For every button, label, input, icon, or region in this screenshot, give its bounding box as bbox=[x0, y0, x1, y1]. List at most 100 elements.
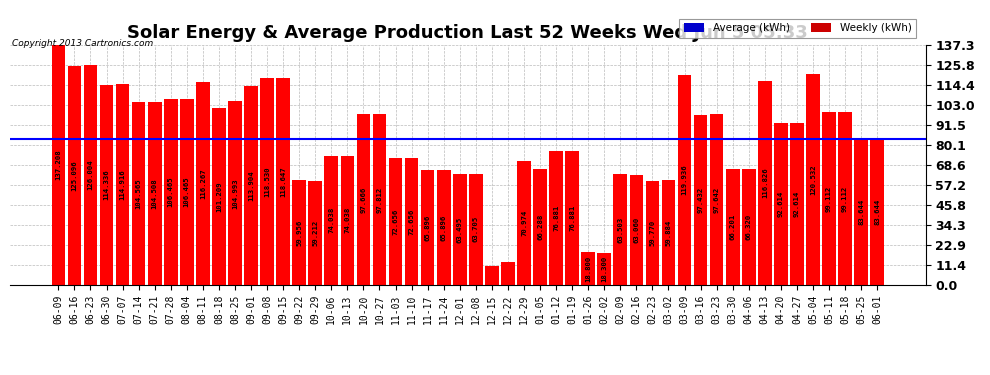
Text: 101.209: 101.209 bbox=[216, 181, 222, 212]
Bar bbox=[839, 112, 852, 285]
Bar bbox=[710, 114, 724, 285]
Bar bbox=[517, 161, 531, 285]
Bar bbox=[597, 253, 611, 285]
Text: 65.896: 65.896 bbox=[441, 214, 446, 240]
Bar bbox=[132, 102, 146, 285]
Bar bbox=[228, 102, 242, 285]
Text: 137.208: 137.208 bbox=[55, 150, 61, 180]
Text: 18.300: 18.300 bbox=[601, 256, 607, 282]
Bar bbox=[309, 182, 322, 285]
Text: 104.993: 104.993 bbox=[232, 178, 238, 209]
Bar bbox=[372, 114, 386, 285]
Bar bbox=[614, 174, 627, 285]
Bar bbox=[437, 170, 450, 285]
Bar bbox=[630, 175, 644, 285]
Bar bbox=[790, 123, 804, 285]
Text: 72.656: 72.656 bbox=[409, 209, 415, 235]
Text: 66.288: 66.288 bbox=[537, 214, 544, 240]
Text: 99.112: 99.112 bbox=[826, 185, 832, 211]
Text: 118.530: 118.530 bbox=[264, 166, 270, 197]
Title: Solar Energy & Average Production Last 52 Weeks Wed Jun 5 05:33: Solar Energy & Average Production Last 5… bbox=[128, 24, 808, 42]
Text: 63.495: 63.495 bbox=[456, 216, 462, 243]
Text: 125.096: 125.096 bbox=[71, 160, 77, 191]
Text: 126.004: 126.004 bbox=[87, 159, 93, 190]
Text: 92.614: 92.614 bbox=[778, 191, 784, 217]
Text: 76.881: 76.881 bbox=[553, 205, 559, 231]
Bar bbox=[581, 252, 595, 285]
Bar bbox=[356, 114, 370, 285]
Bar bbox=[341, 156, 354, 285]
Text: 97.432: 97.432 bbox=[698, 187, 704, 213]
Bar bbox=[501, 262, 515, 285]
Text: 97.666: 97.666 bbox=[360, 186, 366, 213]
Text: 106.465: 106.465 bbox=[167, 177, 173, 207]
Bar bbox=[245, 86, 257, 285]
Text: Copyright 2013 Cartronics.com: Copyright 2013 Cartronics.com bbox=[12, 39, 153, 48]
Bar bbox=[212, 108, 226, 285]
Text: 76.881: 76.881 bbox=[569, 205, 575, 231]
Bar bbox=[469, 174, 483, 285]
Text: 70.974: 70.974 bbox=[521, 210, 527, 236]
Bar bbox=[276, 78, 290, 285]
Text: 116.826: 116.826 bbox=[762, 168, 768, 198]
Bar bbox=[742, 169, 755, 285]
Bar bbox=[823, 112, 836, 285]
Text: 59.770: 59.770 bbox=[649, 220, 655, 246]
Bar bbox=[389, 158, 402, 285]
Text: 116.267: 116.267 bbox=[200, 168, 206, 199]
Text: 114.916: 114.916 bbox=[120, 169, 126, 200]
Legend: Average (kWh), Weekly (kWh): Average (kWh), Weekly (kWh) bbox=[679, 19, 916, 38]
Bar bbox=[148, 102, 161, 285]
Text: 74.038: 74.038 bbox=[329, 207, 335, 233]
Bar bbox=[421, 170, 435, 285]
Text: 104.508: 104.508 bbox=[151, 178, 157, 209]
Bar bbox=[645, 180, 659, 285]
Text: 59.212: 59.212 bbox=[312, 220, 318, 246]
Bar bbox=[661, 180, 675, 285]
Bar bbox=[164, 99, 177, 285]
Text: 119.936: 119.936 bbox=[681, 165, 687, 195]
Text: 104.565: 104.565 bbox=[136, 178, 142, 209]
Bar bbox=[565, 151, 579, 285]
Bar bbox=[678, 75, 691, 285]
Bar bbox=[180, 99, 194, 285]
Text: 66.201: 66.201 bbox=[730, 214, 736, 240]
Bar bbox=[806, 74, 820, 285]
Text: 59.956: 59.956 bbox=[296, 219, 302, 246]
Text: 66.320: 66.320 bbox=[745, 214, 751, 240]
Text: 99.112: 99.112 bbox=[842, 185, 848, 211]
Bar bbox=[100, 85, 113, 285]
Bar bbox=[405, 158, 419, 285]
Text: 114.336: 114.336 bbox=[104, 170, 110, 200]
Text: 97.642: 97.642 bbox=[714, 186, 720, 213]
Text: 63.705: 63.705 bbox=[473, 216, 479, 243]
Text: 74.038: 74.038 bbox=[345, 207, 350, 233]
Bar bbox=[726, 169, 740, 285]
Text: 63.503: 63.503 bbox=[618, 216, 624, 243]
Bar bbox=[292, 180, 306, 285]
Text: 59.884: 59.884 bbox=[665, 219, 671, 246]
Bar bbox=[51, 45, 65, 285]
Text: 118.647: 118.647 bbox=[280, 166, 286, 196]
Bar bbox=[854, 139, 868, 285]
Bar bbox=[549, 151, 563, 285]
Text: 97.812: 97.812 bbox=[376, 186, 382, 213]
Text: 72.656: 72.656 bbox=[392, 209, 399, 235]
Bar bbox=[694, 115, 708, 285]
Bar bbox=[758, 81, 771, 285]
Text: 106.465: 106.465 bbox=[184, 177, 190, 207]
Bar bbox=[534, 169, 546, 285]
Text: 120.532: 120.532 bbox=[810, 164, 816, 195]
Bar bbox=[870, 139, 884, 285]
Bar bbox=[67, 66, 81, 285]
Text: 92.614: 92.614 bbox=[794, 191, 800, 217]
Text: 65.896: 65.896 bbox=[425, 214, 431, 240]
Bar bbox=[116, 84, 130, 285]
Bar bbox=[260, 78, 274, 285]
Text: 113.904: 113.904 bbox=[248, 170, 254, 201]
Text: 83.644: 83.644 bbox=[858, 199, 864, 225]
Text: 18.800: 18.800 bbox=[585, 255, 591, 282]
Bar bbox=[774, 123, 788, 285]
Bar bbox=[485, 266, 499, 285]
Bar bbox=[196, 82, 210, 285]
